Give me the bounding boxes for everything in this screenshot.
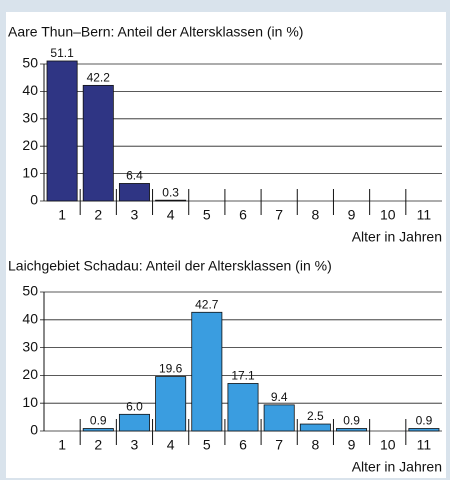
bar [408, 428, 440, 432]
y-tick-label: 50 [22, 55, 38, 71]
value-label: 19.6 [159, 362, 183, 376]
value-label: 51.1 [50, 46, 74, 60]
y-tick-label: 0 [30, 192, 38, 208]
x-tick-label: 10 [380, 207, 396, 223]
x-tick-label: 10 [380, 437, 396, 453]
x-tick-label: 11 [417, 207, 432, 223]
value-label: 0.9 [416, 414, 433, 428]
y-tick-label: 20 [22, 137, 38, 153]
bar [82, 428, 114, 432]
value-label: 0.9 [90, 414, 107, 428]
y-tick-label: 30 [22, 110, 38, 126]
x-tick-label: 8 [311, 207, 319, 223]
x-tick-label: 3 [131, 437, 139, 453]
bar [263, 404, 295, 432]
bar [155, 376, 187, 432]
x-tick-label: 5 [203, 207, 211, 223]
x-tick-label: 11 [417, 437, 432, 453]
value-label: 42.2 [87, 71, 111, 85]
value-label: 9.4 [271, 390, 288, 404]
bar [46, 60, 78, 202]
x-axis-label: Alter in Jahren [352, 229, 442, 245]
y-tick-label: 30 [22, 338, 38, 354]
y-tick-label: 20 [22, 366, 38, 382]
y-tick-label: 0 [30, 422, 38, 438]
chart-title: Laichgebiet Schadau: Anteil der Alterskl… [8, 258, 332, 274]
x-tick-label: 9 [348, 437, 356, 453]
x-tick-label: 2 [94, 207, 102, 223]
bar [227, 383, 259, 432]
y-tick-label: 50 [22, 283, 38, 299]
y-tick-label: 10 [22, 164, 38, 180]
bar [82, 84, 114, 202]
x-tick-label: 2 [94, 437, 102, 453]
x-tick-label: 9 [348, 207, 356, 223]
y-tick-label: 40 [22, 311, 38, 327]
x-tick-label: 7 [275, 207, 283, 223]
bar [155, 199, 187, 202]
x-tick-label: 1 [58, 437, 66, 453]
chart-title: Aare Thun–Bern: Anteil der Altersklassen… [8, 24, 303, 40]
bar [299, 423, 331, 432]
bar [191, 311, 223, 432]
value-label: 6.4 [126, 169, 143, 183]
value-label: 6.0 [126, 399, 143, 413]
value-label: 17.1 [231, 369, 255, 383]
x-tick-label: 5 [203, 437, 211, 453]
x-tick-label: 4 [167, 437, 175, 453]
bar [118, 413, 150, 432]
x-tick-label: 6 [239, 207, 247, 223]
bar [336, 428, 368, 432]
x-tick-label: 4 [167, 207, 175, 223]
x-axis-label: Alter in Jahren [352, 459, 442, 475]
x-tick-label: 3 [131, 207, 139, 223]
y-tick-label: 40 [22, 82, 38, 98]
value-label: 2.5 [307, 409, 324, 423]
x-tick-label: 7 [275, 437, 283, 453]
panel [6, 12, 446, 478]
value-label: 0.3 [162, 185, 179, 199]
value-label: 0.9 [343, 414, 360, 428]
x-tick-label: 8 [311, 437, 319, 453]
y-tick-label: 10 [22, 394, 38, 410]
x-tick-label: 1 [58, 207, 66, 223]
bar [118, 183, 150, 202]
value-label: 42.7 [195, 297, 219, 311]
x-tick-label: 6 [239, 437, 247, 453]
